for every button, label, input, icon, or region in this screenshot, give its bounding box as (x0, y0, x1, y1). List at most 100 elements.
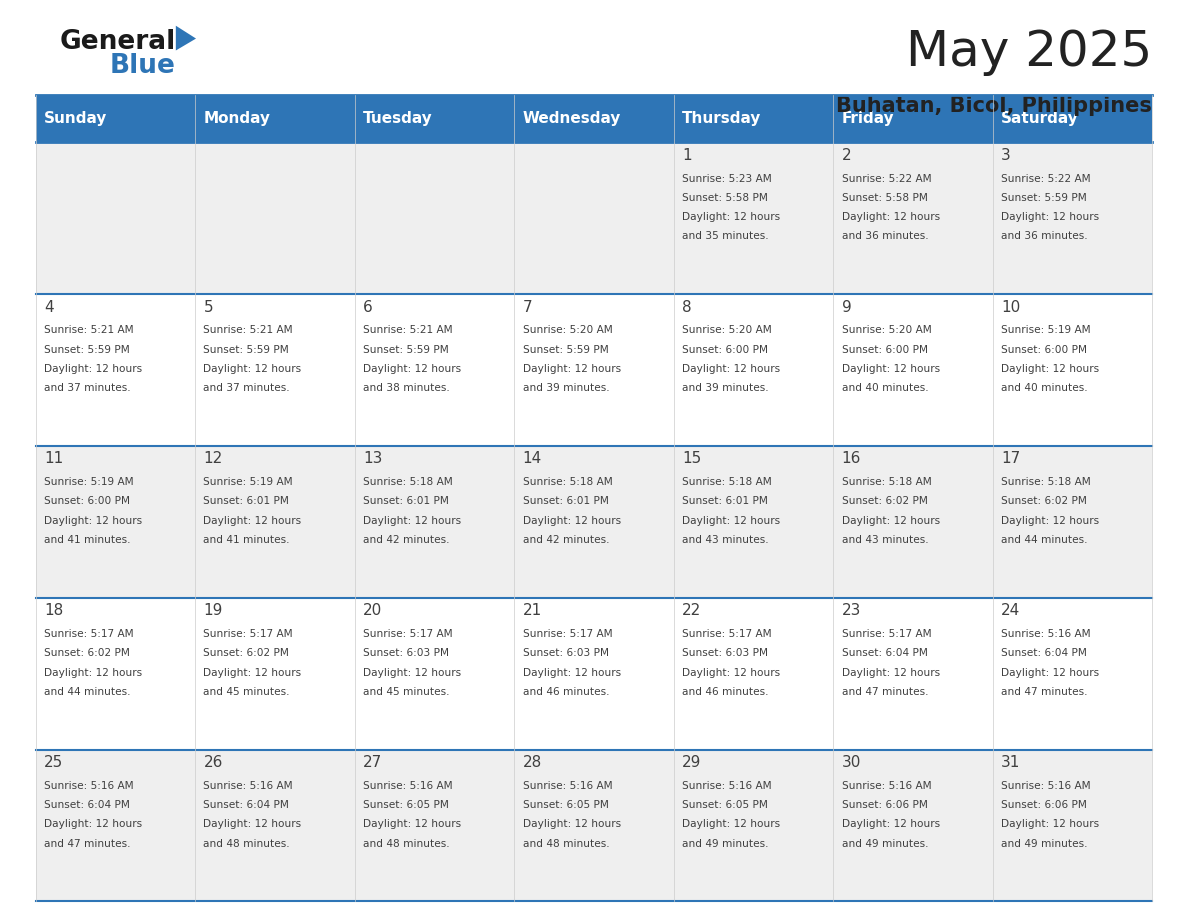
Text: Sunset: 5:59 PM: Sunset: 5:59 PM (44, 344, 129, 354)
FancyBboxPatch shape (674, 294, 833, 446)
Text: Daylight: 12 hours: Daylight: 12 hours (203, 820, 302, 829)
Text: Wednesday: Wednesday (523, 111, 621, 126)
Text: Sunrise: 5:17 AM: Sunrise: 5:17 AM (523, 629, 612, 639)
Text: Daylight: 12 hours: Daylight: 12 hours (364, 516, 461, 526)
Text: 31: 31 (1001, 756, 1020, 770)
Text: Sunset: 6:01 PM: Sunset: 6:01 PM (203, 497, 290, 507)
Text: Sunset: 6:00 PM: Sunset: 6:00 PM (682, 344, 769, 354)
Text: and 49 minutes.: and 49 minutes. (682, 839, 769, 848)
Text: 22: 22 (682, 603, 701, 619)
FancyBboxPatch shape (195, 750, 355, 901)
Text: 12: 12 (203, 452, 222, 466)
Text: Sunset: 6:02 PM: Sunset: 6:02 PM (841, 497, 928, 507)
FancyBboxPatch shape (195, 95, 355, 142)
Text: Sunset: 6:01 PM: Sunset: 6:01 PM (364, 497, 449, 507)
Text: and 43 minutes.: and 43 minutes. (682, 535, 769, 545)
Text: Daylight: 12 hours: Daylight: 12 hours (1001, 820, 1099, 829)
Text: 7: 7 (523, 299, 532, 315)
Text: Daylight: 12 hours: Daylight: 12 hours (364, 667, 461, 677)
Text: 2: 2 (841, 148, 852, 162)
Text: May 2025: May 2025 (906, 28, 1152, 75)
Text: Daylight: 12 hours: Daylight: 12 hours (44, 364, 143, 374)
Text: and 47 minutes.: and 47 minutes. (841, 687, 928, 697)
FancyBboxPatch shape (993, 294, 1152, 446)
Text: Daylight: 12 hours: Daylight: 12 hours (203, 516, 302, 526)
Text: Sunrise: 5:19 AM: Sunrise: 5:19 AM (1001, 325, 1091, 335)
Text: and 39 minutes.: and 39 minutes. (682, 383, 769, 393)
Text: Daylight: 12 hours: Daylight: 12 hours (523, 667, 620, 677)
Text: Daylight: 12 hours: Daylight: 12 hours (523, 516, 620, 526)
Text: Sunset: 6:06 PM: Sunset: 6:06 PM (1001, 800, 1087, 810)
Text: Blue: Blue (109, 53, 175, 79)
FancyBboxPatch shape (195, 446, 355, 598)
Text: Daylight: 12 hours: Daylight: 12 hours (44, 820, 143, 829)
Text: 16: 16 (841, 452, 861, 466)
Text: Sunset: 6:06 PM: Sunset: 6:06 PM (841, 800, 928, 810)
FancyBboxPatch shape (993, 446, 1152, 598)
FancyBboxPatch shape (36, 294, 195, 446)
Text: and 47 minutes.: and 47 minutes. (44, 839, 131, 848)
Text: Sunrise: 5:17 AM: Sunrise: 5:17 AM (682, 629, 772, 639)
Text: Daylight: 12 hours: Daylight: 12 hours (841, 667, 940, 677)
Text: 20: 20 (364, 603, 383, 619)
Text: General: General (59, 29, 176, 55)
FancyBboxPatch shape (833, 750, 993, 901)
Text: Sunrise: 5:21 AM: Sunrise: 5:21 AM (44, 325, 133, 335)
Text: Daylight: 12 hours: Daylight: 12 hours (841, 212, 940, 222)
Text: Daylight: 12 hours: Daylight: 12 hours (203, 364, 302, 374)
Text: 15: 15 (682, 452, 701, 466)
FancyBboxPatch shape (993, 142, 1152, 294)
FancyBboxPatch shape (674, 598, 833, 750)
FancyBboxPatch shape (833, 598, 993, 750)
FancyBboxPatch shape (36, 750, 195, 901)
Text: Sunset: 6:03 PM: Sunset: 6:03 PM (364, 648, 449, 658)
Text: Daylight: 12 hours: Daylight: 12 hours (1001, 364, 1099, 374)
Text: and 49 minutes.: and 49 minutes. (1001, 839, 1088, 848)
Text: Daylight: 12 hours: Daylight: 12 hours (682, 364, 781, 374)
Text: and 39 minutes.: and 39 minutes. (523, 383, 609, 393)
Text: Sunrise: 5:19 AM: Sunrise: 5:19 AM (44, 477, 133, 487)
Text: and 43 minutes.: and 43 minutes. (841, 535, 928, 545)
Text: Sunset: 6:00 PM: Sunset: 6:00 PM (841, 344, 928, 354)
Text: 19: 19 (203, 603, 223, 619)
Text: 6: 6 (364, 299, 373, 315)
FancyBboxPatch shape (514, 598, 674, 750)
Text: Sunday: Sunday (44, 111, 107, 126)
FancyBboxPatch shape (674, 142, 833, 294)
Text: Sunset: 5:58 PM: Sunset: 5:58 PM (682, 193, 767, 203)
Text: Sunrise: 5:18 AM: Sunrise: 5:18 AM (1001, 477, 1091, 487)
Text: Saturday: Saturday (1001, 111, 1079, 126)
FancyBboxPatch shape (195, 294, 355, 446)
Text: Sunrise: 5:17 AM: Sunrise: 5:17 AM (44, 629, 133, 639)
Text: Daylight: 12 hours: Daylight: 12 hours (841, 364, 940, 374)
Text: 17: 17 (1001, 452, 1020, 466)
Text: and 48 minutes.: and 48 minutes. (203, 839, 290, 848)
FancyBboxPatch shape (833, 142, 993, 294)
Text: 23: 23 (841, 603, 861, 619)
Text: and 44 minutes.: and 44 minutes. (44, 687, 131, 697)
Text: Sunrise: 5:16 AM: Sunrise: 5:16 AM (203, 781, 293, 790)
FancyBboxPatch shape (355, 446, 514, 598)
Text: 25: 25 (44, 756, 63, 770)
FancyBboxPatch shape (355, 294, 514, 446)
Text: and 40 minutes.: and 40 minutes. (841, 383, 928, 393)
Text: Sunrise: 5:17 AM: Sunrise: 5:17 AM (841, 629, 931, 639)
Text: 5: 5 (203, 299, 213, 315)
FancyBboxPatch shape (36, 142, 195, 294)
Text: and 36 minutes.: and 36 minutes. (1001, 231, 1088, 241)
Text: 1: 1 (682, 148, 691, 162)
Text: and 48 minutes.: and 48 minutes. (523, 839, 609, 848)
Text: and 36 minutes.: and 36 minutes. (841, 231, 928, 241)
Text: 10: 10 (1001, 299, 1020, 315)
FancyBboxPatch shape (833, 294, 993, 446)
Text: 13: 13 (364, 452, 383, 466)
Text: Sunset: 6:03 PM: Sunset: 6:03 PM (682, 648, 769, 658)
Text: Sunrise: 5:16 AM: Sunrise: 5:16 AM (841, 781, 931, 790)
Text: Daylight: 12 hours: Daylight: 12 hours (682, 516, 781, 526)
Text: Sunset: 6:02 PM: Sunset: 6:02 PM (203, 648, 290, 658)
Text: and 49 minutes.: and 49 minutes. (841, 839, 928, 848)
FancyBboxPatch shape (355, 598, 514, 750)
Text: 27: 27 (364, 756, 383, 770)
Text: Buhatan, Bicol, Philippines: Buhatan, Bicol, Philippines (836, 96, 1152, 117)
FancyBboxPatch shape (674, 95, 833, 142)
